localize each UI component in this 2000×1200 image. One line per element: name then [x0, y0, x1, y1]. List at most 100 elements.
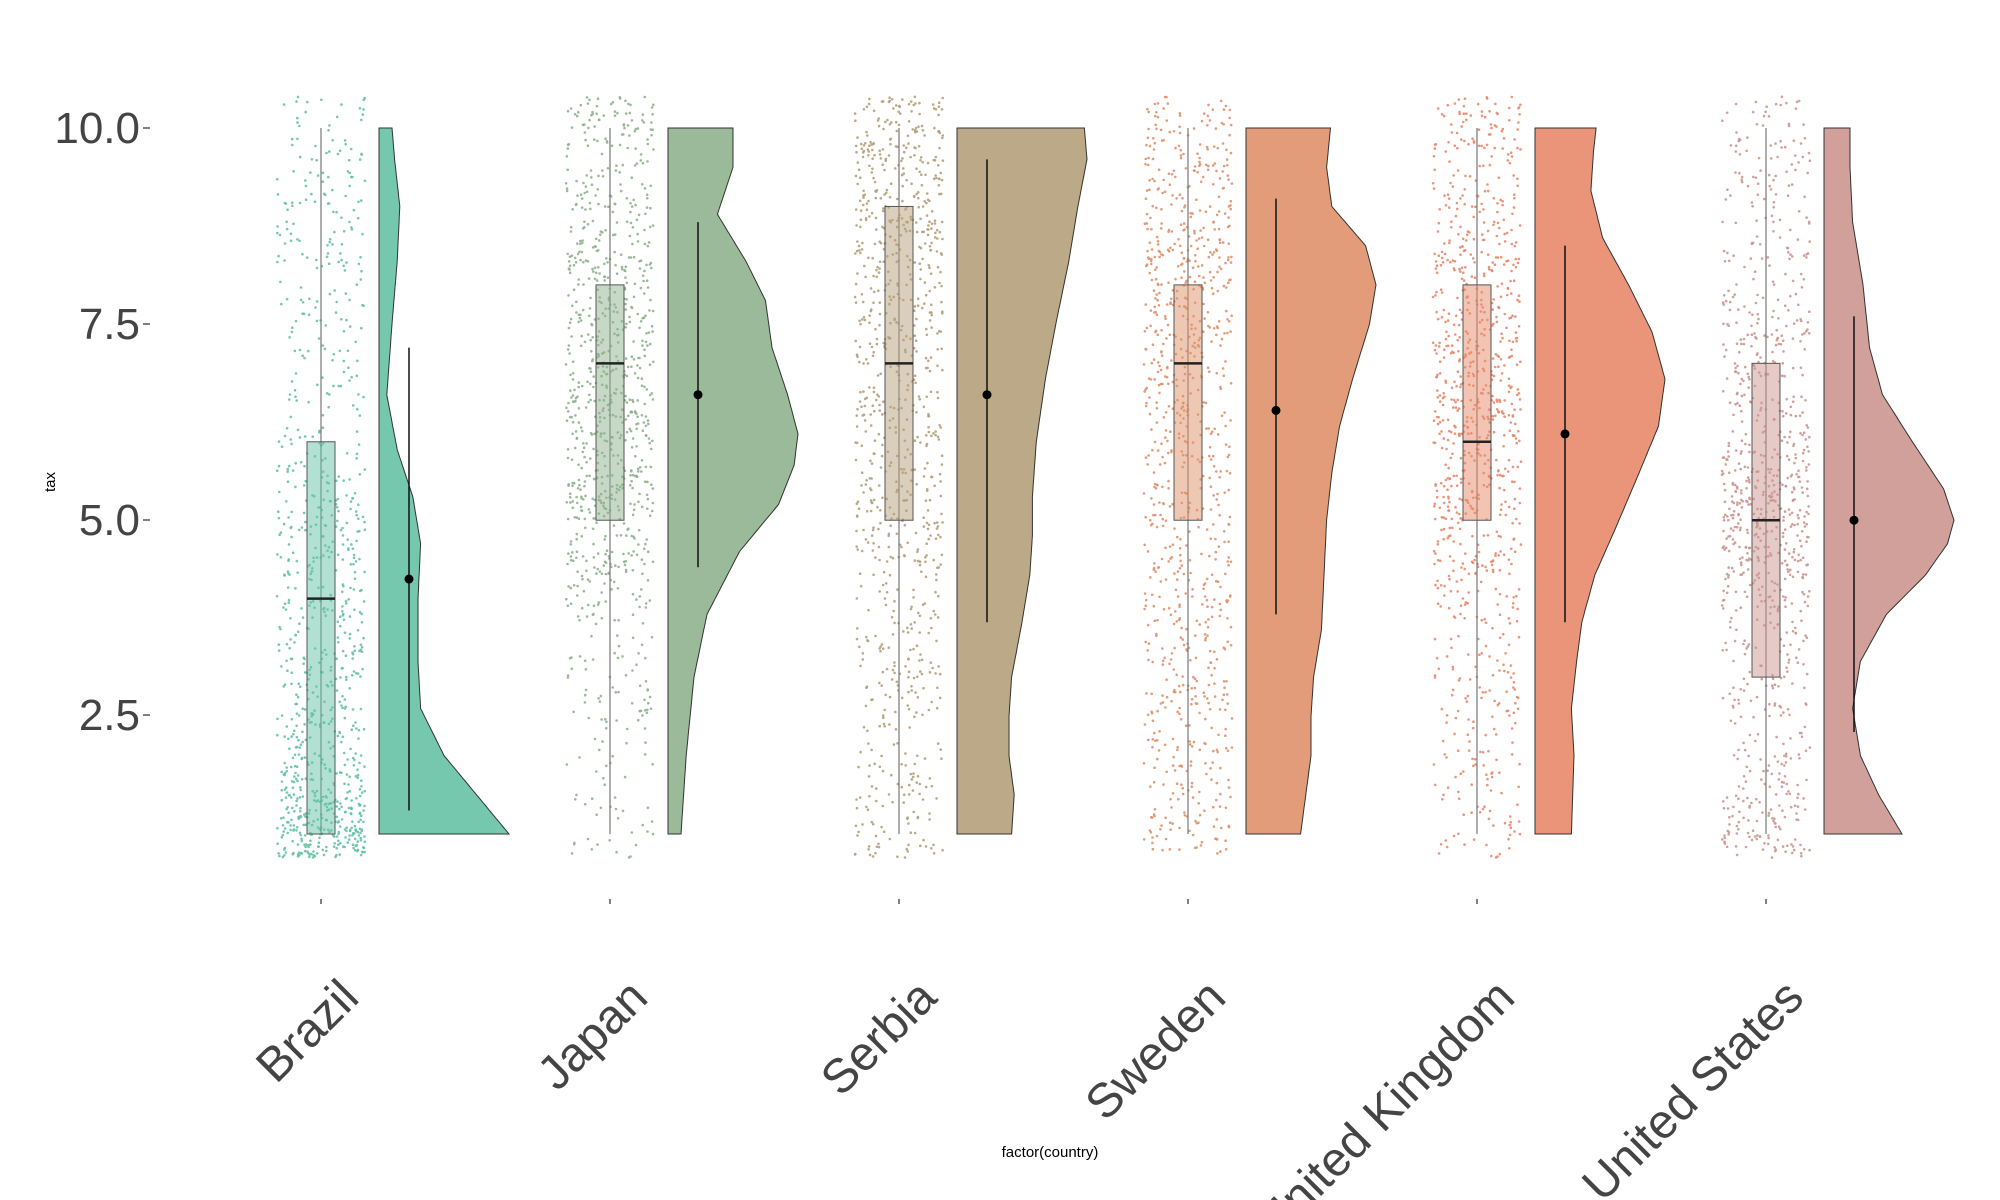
rain-point — [359, 675, 362, 678]
rain-point — [1435, 656, 1439, 660]
rain-point — [1172, 755, 1175, 759]
rain-point — [1168, 505, 1172, 508]
rain-point — [304, 110, 308, 114]
rain-point — [1179, 223, 1183, 226]
rain-point — [643, 753, 647, 756]
rain-point — [587, 603, 590, 607]
rain-point — [1499, 550, 1502, 553]
rain-point — [293, 641, 296, 644]
rain-point — [884, 582, 888, 585]
rain-point — [1185, 279, 1188, 283]
rain-point — [637, 213, 641, 217]
x-tick-label: United Kingdom — [1246, 970, 1525, 1200]
rain-point — [348, 171, 352, 175]
rain-point — [294, 372, 298, 375]
rain-point — [1727, 471, 1731, 475]
rain-point — [629, 221, 633, 225]
rain-point — [1459, 375, 1462, 378]
mean-point — [1560, 429, 1570, 439]
rain-point — [275, 595, 279, 598]
rain-point — [290, 818, 293, 822]
rain-point — [1465, 233, 1469, 236]
rain-point — [1781, 531, 1785, 535]
rain-point — [1467, 572, 1471, 576]
rain-point — [295, 712, 299, 715]
rain-point — [1211, 292, 1215, 296]
rain-point — [1148, 144, 1152, 148]
rain-point — [282, 103, 286, 106]
rain-point — [1224, 839, 1227, 842]
rain-point — [304, 184, 308, 188]
rain-point — [1497, 365, 1500, 369]
rain-point — [1515, 441, 1518, 445]
rain-point — [611, 754, 614, 758]
rain-point — [335, 479, 338, 483]
rain-point — [871, 549, 875, 552]
rain-point — [634, 454, 637, 458]
rain-point — [941, 312, 944, 315]
rain-point — [928, 812, 931, 815]
rain-point — [334, 311, 338, 314]
rain-point — [303, 464, 306, 468]
rain-point — [572, 481, 576, 485]
rain-point — [587, 277, 591, 280]
rain-point — [1219, 470, 1222, 473]
rain-point — [1495, 458, 1498, 462]
rain-point — [356, 216, 360, 220]
rain-point — [1215, 658, 1219, 661]
rain-point — [602, 776, 605, 780]
rain-point — [1502, 663, 1505, 666]
rain-point — [1226, 749, 1230, 753]
rain-point — [870, 462, 874, 465]
rain-point — [338, 349, 342, 353]
rain-point — [304, 479, 308, 483]
rain-point — [357, 443, 361, 446]
rain-point — [645, 538, 648, 541]
rain-point — [893, 671, 896, 675]
rain-point — [1446, 258, 1449, 262]
rain-point — [360, 612, 363, 616]
rain-point — [592, 270, 595, 273]
rain-point — [1463, 603, 1467, 606]
rain-point — [335, 846, 339, 850]
rain-point — [855, 502, 859, 506]
rain-point — [1170, 652, 1174, 655]
rain-point — [295, 777, 298, 781]
rain-point — [1448, 160, 1451, 163]
rain-point — [1780, 146, 1783, 149]
rain-point — [923, 302, 926, 306]
rain-point — [297, 682, 301, 685]
rain-point — [881, 148, 885, 151]
rain-point — [1207, 164, 1210, 168]
rain-point — [586, 222, 590, 226]
rain-point — [600, 591, 603, 594]
rain-point — [912, 772, 915, 775]
rain-point — [1227, 778, 1230, 782]
group-serbia: Serbia — [811, 95, 1088, 1106]
rain-point — [651, 398, 655, 401]
rain-point — [631, 636, 635, 640]
rain-point — [300, 839, 304, 843]
rain-point — [1490, 126, 1493, 130]
rain-point — [877, 842, 880, 846]
rain-point — [568, 415, 572, 419]
rain-point — [856, 240, 859, 243]
rain-point — [938, 472, 942, 476]
rain-point — [577, 517, 581, 520]
rain-point — [1773, 755, 1777, 758]
rain-point — [1207, 103, 1210, 107]
rain-point — [1496, 221, 1500, 225]
rain-point — [1205, 145, 1209, 149]
rain-point — [625, 197, 629, 200]
rain-point — [596, 603, 600, 606]
rain-point — [938, 230, 942, 234]
rain-point — [629, 502, 632, 506]
rain-point — [860, 471, 864, 475]
rain-point — [588, 118, 591, 122]
rain-point — [1146, 623, 1150, 627]
rain-point — [882, 127, 885, 131]
rain-point — [927, 224, 930, 227]
rain-point — [1148, 396, 1151, 399]
rain-point — [1152, 358, 1156, 361]
rain-point — [340, 216, 343, 219]
